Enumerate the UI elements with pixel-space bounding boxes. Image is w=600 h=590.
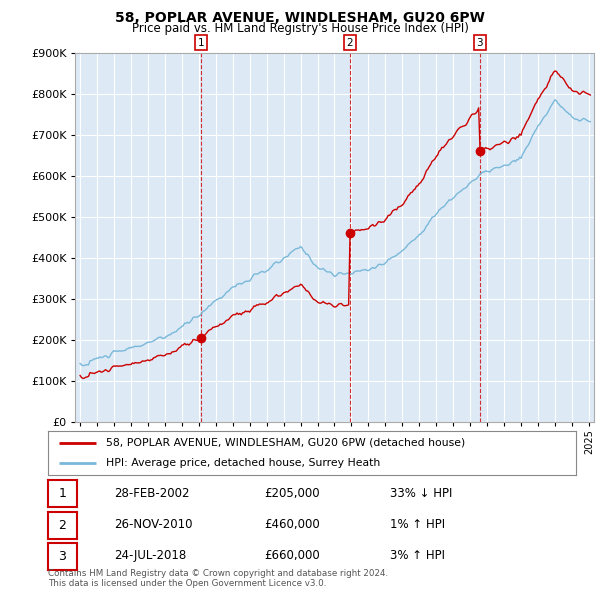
Text: 1: 1 [197,38,204,48]
Text: 58, POPLAR AVENUE, WINDLESHAM, GU20 6PW (detached house): 58, POPLAR AVENUE, WINDLESHAM, GU20 6PW … [106,438,466,448]
Text: Contains HM Land Registry data © Crown copyright and database right 2024.
This d: Contains HM Land Registry data © Crown c… [48,569,388,588]
Text: 1: 1 [58,487,67,500]
Text: HPI: Average price, detached house, Surrey Heath: HPI: Average price, detached house, Surr… [106,458,380,468]
Text: 33% ↓ HPI: 33% ↓ HPI [390,487,452,500]
Text: 3: 3 [58,550,67,563]
Text: 2: 2 [58,519,67,532]
Text: 24-JUL-2018: 24-JUL-2018 [114,549,186,562]
Text: 3% ↑ HPI: 3% ↑ HPI [390,549,445,562]
Text: Price paid vs. HM Land Registry's House Price Index (HPI): Price paid vs. HM Land Registry's House … [131,22,469,35]
Text: 28-FEB-2002: 28-FEB-2002 [114,487,190,500]
Text: 26-NOV-2010: 26-NOV-2010 [114,518,193,531]
Text: 2: 2 [347,38,353,48]
Text: £205,000: £205,000 [264,487,320,500]
Text: 58, POPLAR AVENUE, WINDLESHAM, GU20 6PW: 58, POPLAR AVENUE, WINDLESHAM, GU20 6PW [115,11,485,25]
Text: £460,000: £460,000 [264,518,320,531]
Text: £660,000: £660,000 [264,549,320,562]
Text: 1% ↑ HPI: 1% ↑ HPI [390,518,445,531]
Text: 3: 3 [476,38,483,48]
